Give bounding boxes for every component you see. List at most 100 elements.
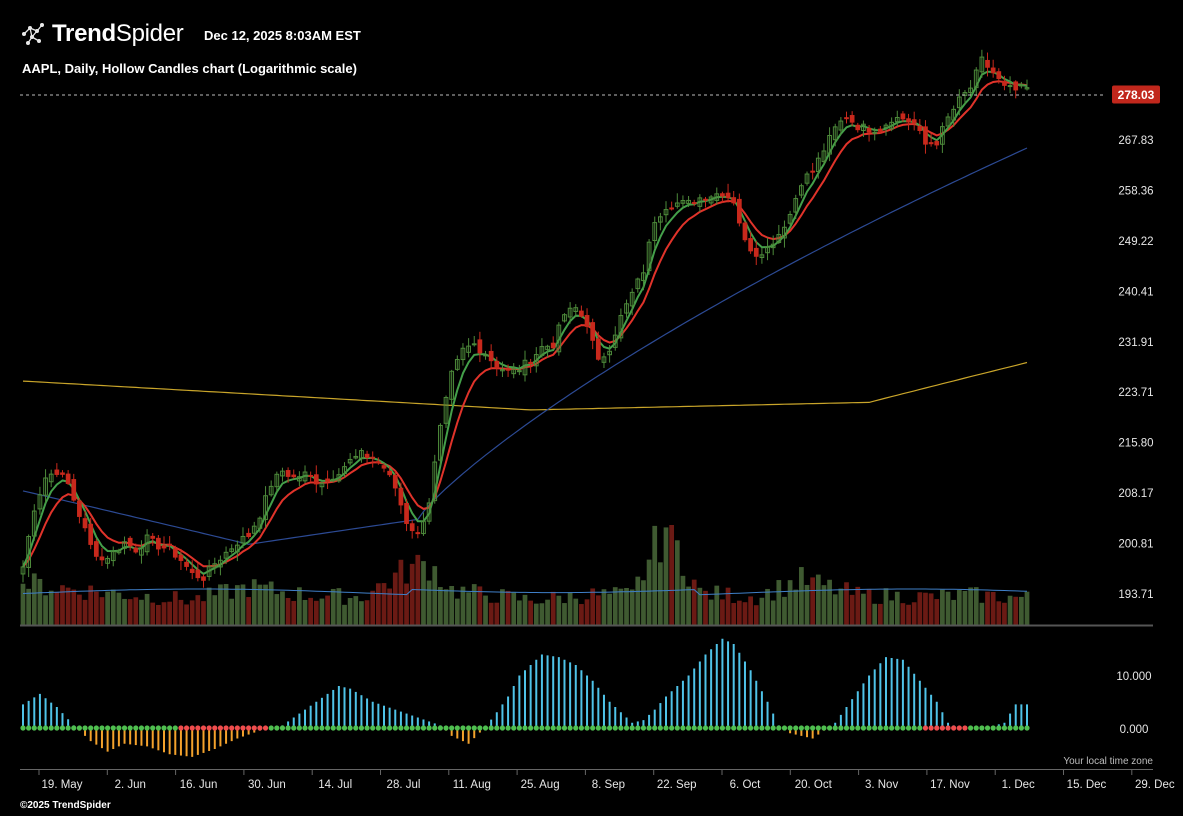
oscillator-signal-dot	[403, 725, 410, 731]
volume-bar	[375, 583, 381, 625]
candle	[793, 198, 799, 213]
candle	[674, 202, 680, 207]
candle	[71, 479, 77, 501]
candle	[291, 474, 297, 478]
volume-bar	[765, 588, 770, 625]
oscillator-signal-dot	[663, 725, 669, 731]
candle	[31, 510, 37, 537]
oscillator-signal-dot	[883, 725, 889, 731]
volume-bar	[336, 588, 342, 625]
candle	[985, 59, 990, 68]
oscillator-signal-dot	[155, 725, 161, 731]
candle	[297, 476, 302, 482]
candle	[144, 534, 150, 553]
volume-bar	[635, 576, 641, 625]
volume-bar	[624, 588, 629, 625]
volume-bar	[1024, 591, 1030, 625]
oscillator-axis: 10.000 0.000	[1116, 671, 1151, 736]
candle	[483, 354, 488, 357]
candle	[432, 461, 438, 502]
oscillator-signal-dot	[313, 725, 319, 731]
volume-bar	[99, 597, 105, 625]
volume-bar	[268, 581, 274, 625]
oscillator-signal-dot	[116, 725, 122, 731]
date-tick-label: 17. Nov	[930, 779, 970, 791]
volume-bar	[93, 591, 99, 625]
oscillator-signal-dot	[426, 725, 432, 731]
candle	[928, 142, 934, 145]
volume-bar	[889, 600, 894, 625]
volume-bar	[827, 579, 832, 625]
candle	[150, 535, 156, 539]
candle	[20, 566, 26, 575]
oscillator-signal-dot	[37, 725, 43, 731]
candle	[1024, 87, 1030, 90]
volume-bar	[133, 597, 139, 625]
volume-bar	[1013, 596, 1019, 625]
candle	[313, 474, 319, 485]
oscillator-signal-dot	[234, 725, 240, 731]
volume-bar	[342, 604, 347, 625]
candle	[810, 170, 816, 173]
oscillator-signal-dot	[776, 725, 782, 731]
oscillator-tick-label: 0.000	[1120, 724, 1149, 736]
volume-bars	[20, 525, 1030, 625]
volume-bar	[928, 593, 934, 625]
candle	[612, 334, 618, 348]
oscillator-signal-dot	[88, 725, 94, 731]
candle	[1007, 85, 1013, 88]
oscillator-signal-dot	[296, 725, 302, 731]
candle	[99, 556, 105, 561]
oscillator-signal-dot	[533, 725, 539, 731]
candle	[234, 544, 240, 553]
volume-bar	[607, 593, 612, 625]
oscillator-signal-dot	[680, 725, 686, 731]
volume-bar	[280, 591, 285, 625]
oscillator-signal-dot	[65, 725, 71, 731]
volume-bar	[223, 584, 229, 625]
candle	[877, 128, 883, 132]
candle	[218, 559, 223, 568]
volume-bar	[618, 588, 624, 625]
candle	[454, 359, 460, 370]
volume-bar	[65, 587, 71, 625]
volume-bar	[364, 600, 370, 625]
candle	[714, 193, 720, 201]
volume-bar	[516, 600, 522, 625]
oscillator-signal-dot	[432, 725, 438, 731]
oscillator-signal-dot	[93, 725, 99, 731]
volume-bar	[387, 588, 392, 625]
volume-bar	[556, 595, 562, 625]
oscillator-signal-dot	[607, 725, 613, 731]
oscillator-signal-dot	[291, 725, 297, 731]
oscillator-tick-label: 10.000	[1116, 671, 1151, 683]
oscillator-signal-dot	[31, 725, 37, 731]
volume-bar	[398, 559, 404, 625]
volume-bar	[861, 593, 866, 625]
oscillator-signal-dot	[951, 725, 957, 731]
oscillator-signal-dot	[702, 725, 709, 731]
oscillator-signal-dot	[172, 725, 178, 731]
oscillator-signal-dot	[934, 725, 940, 731]
oscillator-signal-dot	[748, 725, 754, 731]
oscillator-signal-dot	[347, 725, 353, 731]
volume-bar	[934, 599, 940, 625]
oscillator-signal-dot	[849, 725, 855, 731]
volume-bar	[26, 588, 32, 625]
volume-bar	[962, 590, 968, 625]
price-tick-label: 208.17	[1118, 488, 1153, 500]
volume-bar	[545, 599, 550, 625]
brand-name-bold: Trend	[52, 20, 116, 47]
candle	[353, 455, 359, 459]
volume-bar	[680, 575, 686, 625]
oscillator-signal-dot	[183, 725, 190, 731]
oscillator-signal-dot	[105, 725, 111, 731]
volume-bar	[759, 597, 765, 625]
volume-bar	[161, 602, 167, 625]
oscillator-signal-dot	[223, 725, 229, 731]
oscillator-signal-dot	[387, 725, 393, 731]
volume-bar	[821, 585, 827, 625]
oscillator-signal-dot	[917, 725, 923, 731]
candle	[567, 307, 573, 318]
